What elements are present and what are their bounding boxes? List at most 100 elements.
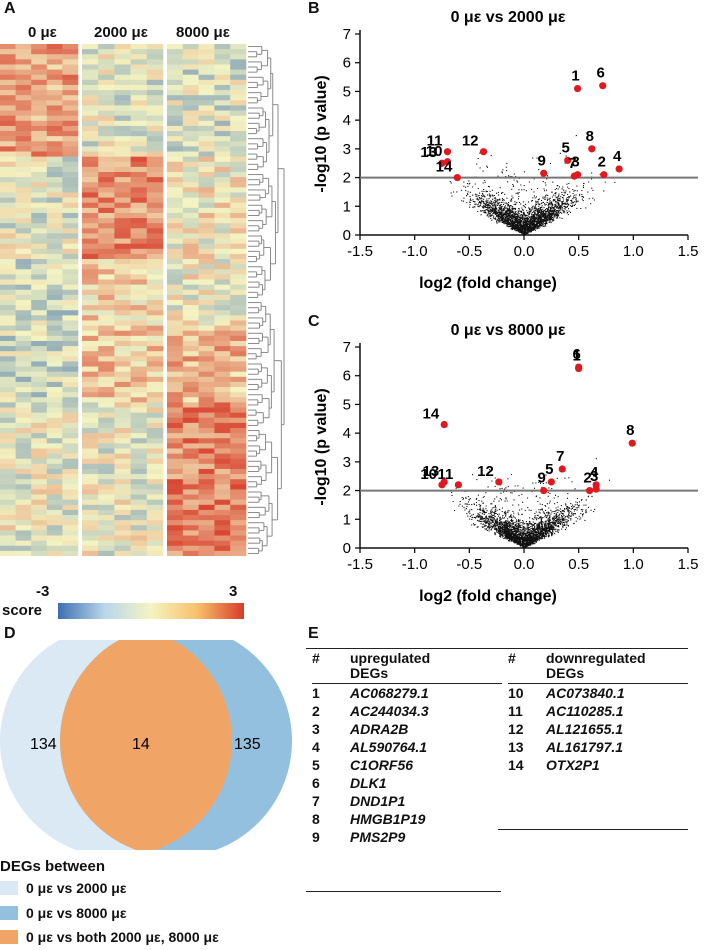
heatmap-cell: [130, 499, 148, 506]
heatmap-cell: [167, 156, 184, 163]
heatmap-cell: [114, 105, 131, 111]
heatmap-cell: [130, 412, 148, 419]
table-down-header-line1: downregulated: [546, 650, 646, 666]
heatmap-cell: [214, 115, 231, 122]
heatmap-cell: [0, 289, 16, 296]
heatmap-cell: [0, 550, 16, 556]
heatmap-cell: [167, 172, 184, 178]
heatmap-cell: [15, 428, 32, 434]
heatmap-cell: [31, 407, 48, 413]
heatmap-cell: [62, 166, 79, 173]
heatmap-cell: [15, 417, 32, 424]
heatmap-cell: [167, 300, 184, 306]
heatmap-cell: [62, 105, 79, 111]
heatmap-cell: [214, 110, 231, 116]
heatmap-cell: [98, 474, 115, 480]
heatmap-cell: [114, 340, 131, 347]
heatmap-cell: [31, 95, 48, 101]
heatmap-cell: [198, 407, 215, 413]
vb-gene-point-2: [600, 171, 608, 179]
heatmap-cell: [62, 187, 79, 193]
table-up-row-num: 2: [312, 703, 320, 719]
heatmap-cell: [0, 59, 16, 65]
heatmap-cell: [167, 433, 184, 439]
heatmap-cell: [214, 100, 231, 106]
heatmap-cell: [230, 392, 247, 398]
heatmap-cell: [31, 243, 48, 250]
heatmap-cell: [31, 131, 48, 137]
heatmap-cell: [46, 402, 63, 408]
heatmap-cell: [114, 289, 131, 296]
heatmap-cell: [214, 248, 231, 255]
heatmap-cell: [167, 520, 184, 526]
heatmap-cell: [15, 458, 32, 465]
heatmap-cell: [98, 412, 115, 419]
heatmap-cell: [15, 289, 32, 296]
heatmap-cell: [62, 197, 79, 204]
heatmap-cell: [182, 458, 199, 465]
table-down-row: 10 AC073840.1: [508, 684, 688, 703]
heatmap-cell: [62, 49, 79, 55]
heatmap-cell: [167, 64, 184, 70]
heatmap-cell: [182, 228, 199, 234]
heatmap-cell: [98, 125, 115, 132]
heatmap-cell: [114, 525, 131, 531]
heatmap-cell: [15, 90, 32, 96]
heatmap-cell: [130, 54, 148, 60]
heatmap-cell: [82, 64, 99, 70]
heatmap-cell: [0, 228, 16, 234]
heatmap-cell: [146, 545, 164, 552]
heatmap-cell: [31, 438, 48, 444]
heatmap-cell: [198, 545, 215, 552]
heatmap-cell: [31, 346, 48, 352]
heatmap-cell: [46, 166, 63, 173]
heatmap-cell: [62, 177, 79, 183]
heatmap-cell: [82, 238, 99, 244]
heatmap-cell: [146, 131, 164, 137]
heatmap-cell: [15, 243, 32, 250]
volcano-c-xlabel: log2 (fold change): [419, 588, 557, 605]
heatmap-cell: [130, 376, 148, 383]
volcano-b-points: [439, 135, 616, 236]
heatmap-cell: [62, 228, 79, 234]
heatmap-cell: [230, 100, 247, 106]
heatmap-cell: [15, 223, 32, 229]
vb-gene-label-11: 11: [427, 133, 443, 150]
heatmap-cell: [130, 84, 148, 91]
heatmap-cell: [114, 305, 131, 311]
heatmap-cell: [15, 315, 32, 321]
heatmap-cell: [98, 136, 115, 142]
heatmap-cell: [31, 105, 48, 111]
heatmap-cell: [182, 161, 199, 168]
heatmap-cell: [230, 484, 247, 490]
heatmap-cell: [182, 371, 199, 378]
heatmap-cell: [46, 335, 63, 342]
heatmap-cell: [31, 212, 48, 219]
heatmap-cell: [98, 428, 115, 434]
heatmap-cell: [98, 530, 115, 536]
heatmap-cell: [114, 120, 131, 127]
heatmap-cell: [167, 417, 184, 424]
heatmap-cell: [146, 417, 164, 424]
heatmap-cell: [98, 259, 115, 265]
heatmap-cell: [31, 300, 48, 306]
heatmap-cell: [130, 284, 148, 291]
heatmap-cell: [82, 110, 99, 116]
heatmap-cell: [114, 438, 131, 444]
heatmap-cell: [46, 433, 63, 439]
heatmap-cell: [214, 520, 231, 526]
heatmap-cell: [182, 515, 199, 521]
table-down-row-gene: AL121655.1: [546, 721, 624, 737]
heatmap-cell: [167, 49, 184, 55]
heatmap-cell: [0, 202, 16, 209]
heatmap-cell: [62, 340, 79, 347]
heatmap-cell: [146, 484, 164, 490]
table-down-row-num: 10: [508, 685, 524, 701]
heatmap-cell: [0, 274, 16, 280]
heatmap-cell: [46, 468, 63, 475]
heatmap-cell: [130, 535, 148, 541]
heatmap-cell: [98, 49, 115, 55]
heatmap-cell: [46, 79, 63, 86]
heatmap-cell: [182, 433, 199, 439]
